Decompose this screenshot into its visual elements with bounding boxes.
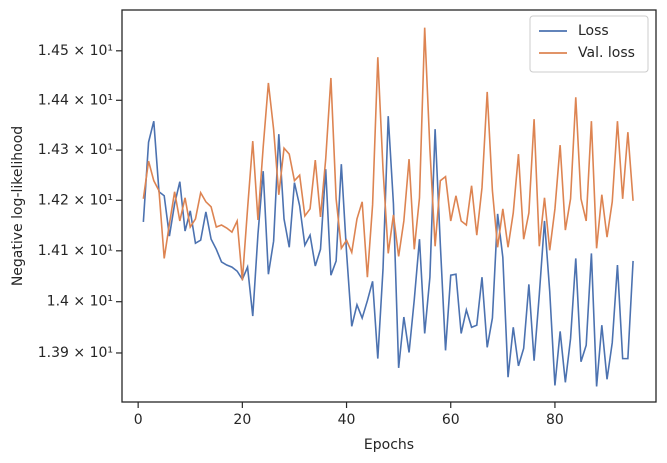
x-tick-label: 40 (338, 412, 356, 428)
loss-line (142, 116, 634, 387)
y-tick-label: 1.42 × 10¹ (38, 192, 113, 208)
x-axis-label: Epochs (364, 437, 414, 453)
y-tick-label: 1.4 × 10¹ (47, 294, 113, 310)
y-tick-label: 1.44 × 10¹ (38, 92, 113, 108)
y-tick-label: 1.41 × 10¹ (38, 243, 113, 259)
y-axis-label: Negative log-likelihood (10, 126, 26, 286)
loss-line (142, 27, 634, 281)
y-tick-label: 1.43 × 10¹ (38, 142, 113, 158)
y-tick-label: 1.39 × 10¹ (38, 345, 113, 361)
x-tick-label: 60 (442, 412, 460, 428)
legend-box (529, 15, 649, 73)
legend-label: Val. loss (578, 45, 635, 61)
plot-frame (121, 9, 657, 403)
y-tick-label: 1.45 × 10¹ (38, 43, 113, 59)
x-tick-label: 0 (134, 412, 143, 428)
legend-label: Loss (578, 23, 609, 39)
x-tick-label: 80 (546, 412, 564, 428)
x-tick-label: 20 (233, 412, 251, 428)
